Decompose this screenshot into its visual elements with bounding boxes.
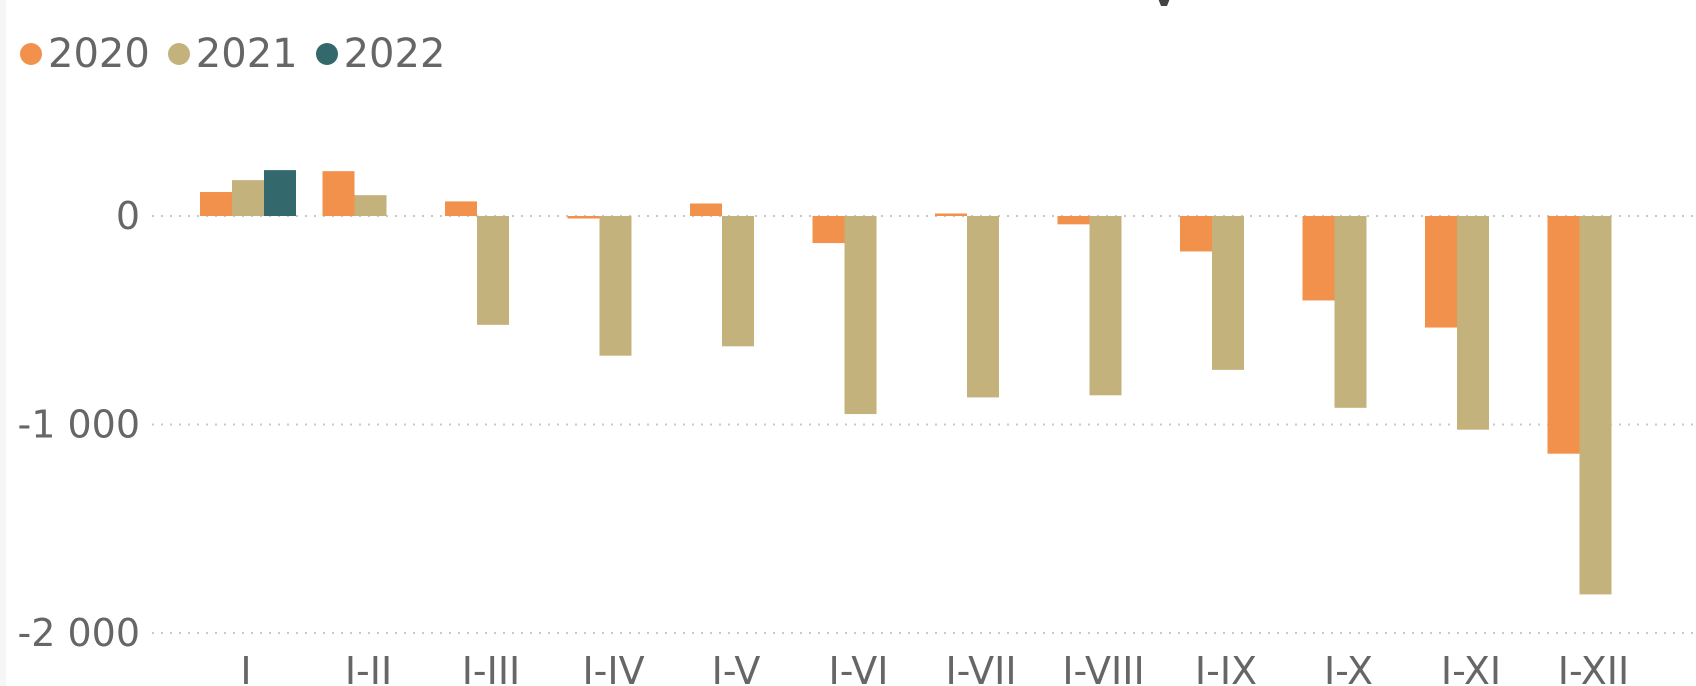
bar-2020-I-VI[interactable] [812,216,845,244]
x-tick-label: I-II [345,649,392,686]
bar-2021-I-VI[interactable] [844,216,877,415]
bar-2021-I-XI[interactable] [1457,216,1489,430]
bar-2020-I-VIII[interactable] [1057,216,1090,225]
x-tick-label: I-VI [829,649,889,686]
x-tick-label: I-IX [1195,649,1257,686]
bar-2020-I-XI[interactable] [1425,216,1457,328]
bar-2021-I[interactable] [232,180,264,216]
x-tick-label: I [240,649,251,686]
bar-2020-I-X[interactable] [1302,216,1335,301]
y-tick-label: -1 000 [18,403,141,447]
legend-item-2020[interactable]: 2020 [20,30,150,78]
x-tick-label: I-X [1324,649,1373,686]
legend-label-2022: 2022 [343,31,446,77]
x-tick-label: I-V [712,649,761,686]
bar-2020-I-VII[interactable] [935,213,967,216]
bar-2021-I-IX[interactable] [1212,216,1244,370]
bar-2021-I-XII[interactable] [1579,216,1612,595]
bar-2020-I-IX[interactable] [1180,216,1212,252]
bar-2020-I[interactable] [200,192,232,216]
bar-2020-I-V[interactable] [690,203,722,216]
bar-2021-I-II[interactable] [354,195,387,216]
bar-2020-I-II[interactable] [322,171,355,216]
legend-label-2021: 2021 [195,31,298,77]
legend-item-2021[interactable]: 2021 [167,30,298,78]
bar-2022-I[interactable] [264,170,296,216]
x-tick-label: I-XII [1558,649,1629,686]
bar-2020-I-XII[interactable] [1547,216,1580,454]
legend-marker-2022 [315,43,338,65]
x-tick-label: I-IV [582,649,644,686]
legend-marker-2021 [167,43,190,65]
bar-2020-I-IV[interactable] [567,216,600,219]
x-tick-label: I-III [462,649,521,686]
legend-marker-2020 [20,43,42,65]
left-border [0,0,6,686]
y-tick-label: -2 000 [18,611,141,655]
bar-2021-I-X[interactable] [1334,216,1367,408]
bar-2021-I-VIII[interactable] [1089,216,1122,396]
legend-item-2022[interactable]: 2022 [315,30,446,78]
x-tick-label: I-XI [1441,649,1501,686]
bar-2020-I-III[interactable] [445,201,477,216]
y-tick-label: 0 [116,194,140,238]
x-tick-label: I-VII [945,649,1016,686]
chart-legend: 2020 2021 2022 [20,30,445,78]
x-tick-label: I-VIII [1062,649,1144,686]
bar-2021-I-III[interactable] [477,216,509,325]
legend-label-2020: 2020 [48,31,150,77]
bar-2021-I-VII[interactable] [967,216,999,398]
bar-2021-I-V[interactable] [722,216,754,347]
bar-2021-I-IV[interactable] [599,216,632,356]
